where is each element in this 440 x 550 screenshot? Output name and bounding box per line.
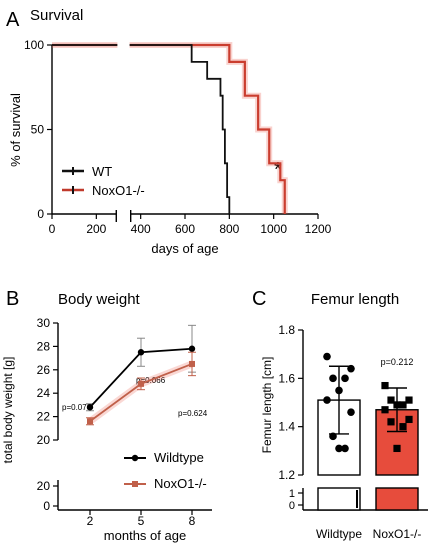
survival-x-tick-label: 800	[219, 222, 239, 236]
body-weight-x-tick-label: 8	[189, 514, 196, 528]
significance-star: *	[274, 159, 282, 181]
femur-point-wildtype	[341, 444, 349, 453]
body-weight-title: Body weight	[58, 291, 141, 308]
body-weight-y-tick-label: 26	[37, 363, 51, 377]
survival-x-tick-label: 600	[175, 222, 195, 236]
femur-point-noxo1	[381, 381, 389, 390]
femur-bar-lower-wildtype	[317, 487, 361, 511]
body-weight-point-noxo1	[87, 418, 93, 425]
survival-legend: WT NoxO1-/-	[62, 164, 145, 198]
femur-x-tick-label: NoxO1-/-	[373, 527, 422, 541]
femur-pvalue: p=0.212	[381, 357, 414, 367]
femur-point-noxo1	[387, 396, 395, 404]
femur-point-noxo1	[405, 415, 413, 424]
femur-y-tick-label: 1.4	[278, 420, 295, 434]
body-weight-point-wildtype	[86, 404, 94, 411]
femur-point-noxo1	[393, 401, 401, 409]
femur-point-wildtype	[347, 408, 355, 416]
panel-label-c: C	[252, 288, 266, 310]
survival-y-axis-label: % of survival	[8, 93, 23, 167]
femur-point-noxo1	[405, 396, 413, 404]
body-weight-chart: Body weight total body weight [g] months…	[1, 291, 212, 543]
survival-chart: Survival % of survival days of age * 0 20…	[8, 7, 332, 256]
survival-title: Survival	[30, 7, 83, 24]
legend-wt-label: WT	[92, 164, 112, 179]
legend-wildtype-marker	[131, 454, 139, 462]
femur-y-tick-label: 1.2	[278, 468, 295, 482]
body-weight-legend: Wildtype NoxO1-/-	[124, 450, 207, 491]
femur-point-noxo1	[399, 423, 407, 431]
survival-x-axis-label: days of age	[151, 241, 218, 256]
panel-label-a: A	[6, 9, 20, 31]
femur-title: Femur length	[311, 291, 399, 308]
femur-y-axis-label: Femur length [cm]	[260, 357, 274, 454]
body-weight-y-tick-label: 20	[37, 433, 51, 447]
body-weight-y-tick-label: 28	[37, 339, 51, 353]
survival-y-tick-label: 50	[31, 123, 45, 137]
femur-x-tick-label: Wildtype	[316, 527, 362, 541]
body-weight-point-noxo1	[138, 380, 144, 387]
femur-point-wildtype	[323, 396, 331, 404]
pvalue-8-months: p=0.624	[178, 409, 208, 418]
femur-y-tick-label: 1.8	[278, 323, 295, 337]
panel-label-b: B	[6, 288, 19, 310]
survival-break-gap	[117, 39, 130, 51]
body-weight-y-tick-label-lower: 0	[43, 499, 50, 513]
body-weight-x-tick-label: 2	[87, 514, 94, 528]
femur-y-tick-label-lower: 1	[289, 488, 295, 500]
survival-y-tick-label: 100	[24, 38, 44, 52]
femur-point-wildtype	[323, 352, 331, 361]
survival-series-wt	[52, 44, 231, 214]
femur-point-noxo1	[393, 444, 401, 453]
legend-noxo1-label: NoxO1-/-	[92, 183, 145, 198]
body-weight-series-noxo1-shade	[87, 360, 194, 425]
femur-point-noxo1	[399, 401, 407, 409]
pvalue-2-months: p=0.073	[62, 403, 92, 412]
body-weight-x-tick-label: 5	[138, 514, 145, 528]
survival-x-tick-label: 1200	[305, 222, 332, 236]
femur-point-wildtype	[341, 374, 349, 383]
body-weight-y-tick-label: 24	[37, 386, 51, 400]
body-weight-y-tick-label: 30	[37, 316, 51, 330]
femur-point-wildtype	[335, 386, 343, 395]
body-weight-point-noxo1	[189, 360, 195, 367]
body-weight-y-tick-label-lower: 20	[37, 479, 51, 493]
survival-series-noxo1-shade	[52, 42, 288, 214]
femur-point-wildtype	[347, 364, 355, 373]
femur-point-wildtype	[329, 432, 337, 441]
survival-x-tick-label: 1000	[260, 222, 287, 236]
survival-x-tick-label: 0	[49, 222, 56, 236]
femur-point-wildtype	[335, 444, 343, 453]
survival-x-tick-label: 200	[86, 222, 106, 236]
survival-y-tick-label: 0	[37, 207, 44, 221]
legend-noxo1-b-label: NoxO1-/-	[154, 476, 207, 491]
body-weight-x-axis-label: months of age	[104, 528, 186, 543]
legend-wildtype-label: Wildtype	[154, 450, 204, 465]
femur-point-wildtype	[329, 374, 337, 383]
femur-bar-lower-noxo1	[375, 487, 419, 511]
survival-series-noxo1	[52, 43, 286, 214]
femur-point-noxo1	[381, 406, 389, 414]
survival-x-tick-label: 400	[131, 222, 151, 236]
body-weight-y-tick-label: 22	[37, 410, 51, 424]
femur-point-noxo1	[387, 418, 395, 426]
body-weight-y-axis-label: total body weight [g]	[1, 357, 15, 464]
femur-y-tick-label: 1.6	[278, 371, 295, 385]
body-weight-point-wildtype	[188, 345, 196, 352]
legend-noxo1-b-marker	[132, 481, 138, 487]
body-weight-point-wildtype	[137, 349, 145, 356]
femur-length-chart: Femur length Femur length [cm] p=0.212 1…	[260, 291, 428, 541]
femur-y-tick-label-lower: 0	[289, 500, 295, 512]
